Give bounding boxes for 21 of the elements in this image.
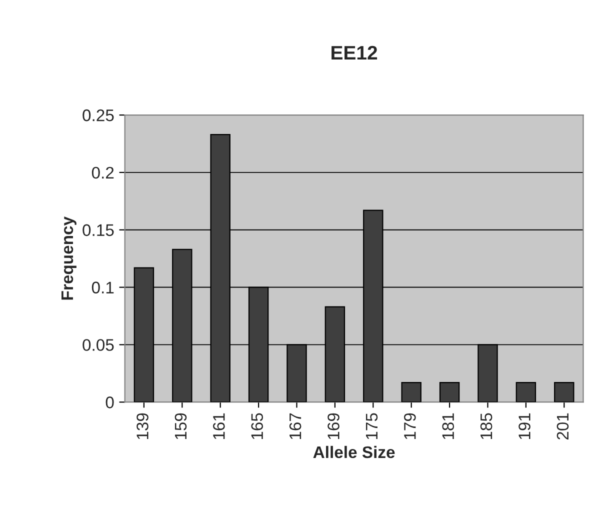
- y-tick-label: 0.15: [82, 224, 114, 236]
- y-tick-label: 0.05: [82, 339, 114, 351]
- y-tick-label: 0.2: [92, 166, 114, 179]
- x-tick-label: 139: [136, 413, 148, 440]
- x-tick-label: 191: [518, 413, 530, 440]
- x-tick-label: 181: [442, 413, 454, 440]
- y-tick-label: 0: [106, 396, 114, 408]
- x-tick-label: 179: [404, 413, 416, 440]
- x-tick-label: 169: [328, 413, 340, 440]
- y-tick-label: 0.25: [82, 109, 114, 122]
- x-tick-label: 175: [366, 413, 378, 440]
- x-axis-title: Allele Size: [313, 446, 395, 458]
- x-tick-label: 161: [213, 413, 225, 440]
- x-tick-label: 185: [480, 413, 492, 440]
- x-tick-label: 201: [556, 413, 569, 440]
- y-tick-label: 0.1: [92, 282, 114, 294]
- y-axis-title: Frequency: [62, 216, 76, 300]
- x-tick-label: 159: [174, 413, 187, 440]
- chart-title: EE12: [332, 46, 378, 60]
- x-tick-label: 167: [289, 413, 302, 440]
- x-tick-label: 165: [251, 413, 264, 440]
